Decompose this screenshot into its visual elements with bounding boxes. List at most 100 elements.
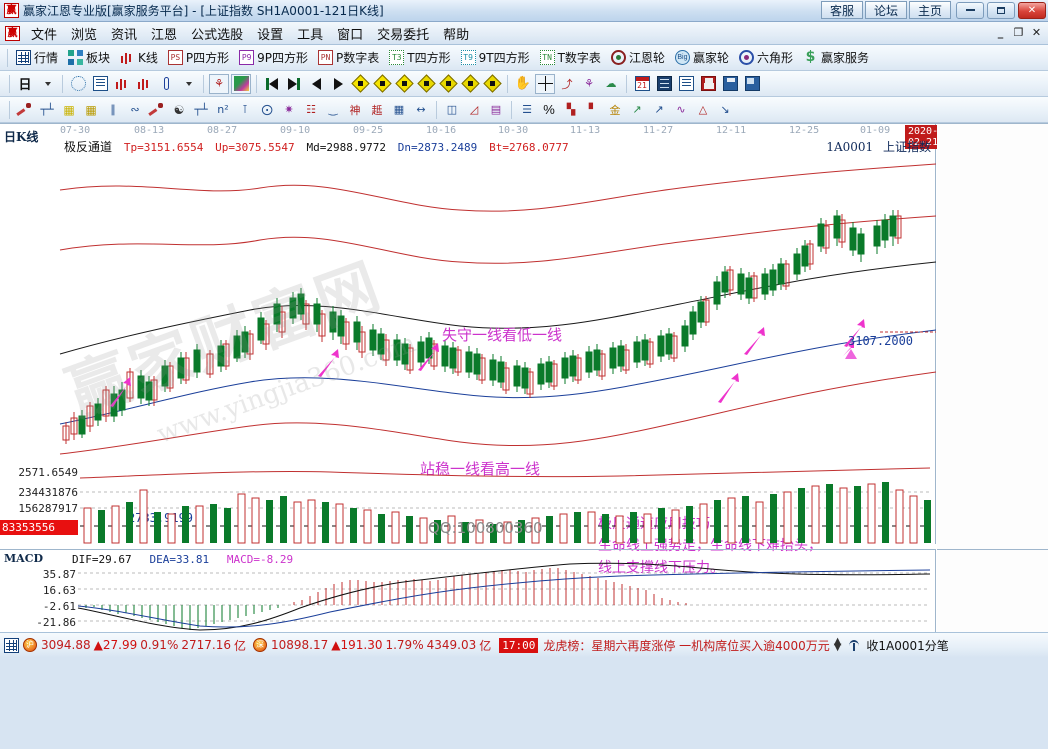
menu-item-gann[interactable]: 江恩 xyxy=(151,27,178,43)
thermometer-dropdown-button[interactable] xyxy=(178,74,198,94)
period-dropdown-button[interactable] xyxy=(37,74,57,94)
nav-item-p-square[interactable]: PS P四方形 xyxy=(163,49,234,66)
nav-item-p-number-table[interactable]: PN P数字表 xyxy=(313,49,384,66)
scroll-left-button[interactable] xyxy=(306,74,326,94)
nav-item-winner-service[interactable]: $ 赢家服务 xyxy=(798,49,874,66)
save-button[interactable] xyxy=(698,74,718,94)
trend-up2-button[interactable]: ↗ xyxy=(649,100,669,120)
quote-table-button[interactable] xyxy=(654,74,674,94)
scroll-right-button[interactable] xyxy=(328,74,348,94)
percent-grid-button[interactable]: ∥ xyxy=(103,100,123,120)
star-button[interactable]: ✷ xyxy=(279,100,299,120)
gann-box-yellow-button[interactable]: ▦ xyxy=(59,100,79,120)
gann-box-gold-button[interactable]: ▦ xyxy=(81,100,101,120)
nav-item-sectors[interactable]: 板块 xyxy=(63,49,115,66)
frame-button[interactable]: ◫ xyxy=(442,100,462,120)
square-n2-button[interactable]: n² xyxy=(213,100,233,120)
mdi-restore-button[interactable]: ❐ xyxy=(1013,26,1024,39)
mountain-button[interactable]: △ xyxy=(693,100,713,120)
last-page-button[interactable] xyxy=(284,74,304,94)
status-grid-icon[interactable] xyxy=(4,637,19,653)
wave-mark-button[interactable]: ‿ xyxy=(323,100,343,120)
chart-workspace[interactable]: 日K线 07-30 08-13 08-27 09-10 09-25 10-16 … xyxy=(0,123,1048,633)
maximize-button[interactable] xyxy=(987,1,1015,19)
copy-button[interactable] xyxy=(720,74,740,94)
macd-pane[interactable]: MACD DIF=29.67 DEA=33.81 MACD=-8.29 35.8… xyxy=(0,549,936,633)
mdi-minimize-button[interactable]: _ xyxy=(997,26,1004,39)
highlighter-button[interactable] xyxy=(147,100,167,120)
nav-item-t-square[interactable]: T3 T四方形 xyxy=(384,49,455,66)
zoom-reset-button[interactable] xyxy=(394,74,414,94)
nav-item-hexagon[interactable]: 六角形 xyxy=(734,49,798,66)
customer-service-button[interactable]: 客服 xyxy=(821,1,863,19)
formula-button[interactable]: ⚘ xyxy=(209,73,229,94)
measure-button[interactable]: ↔ xyxy=(411,100,431,120)
menu-item-file[interactable]: 文件 xyxy=(31,27,58,43)
keyboard-grid-button[interactable]: ▦ xyxy=(389,100,409,120)
overlay-button[interactable] xyxy=(68,74,88,94)
expand-h-button[interactable] xyxy=(416,74,436,94)
menu-item-help[interactable]: 帮助 xyxy=(443,27,470,43)
forum-button[interactable]: 论坛 xyxy=(865,1,907,19)
cycle-arc-button[interactable]: ∾ xyxy=(125,100,145,120)
indicator-3-button[interactable] xyxy=(112,74,132,94)
colorchart-button[interactable] xyxy=(231,73,251,94)
menu-item-browse[interactable]: 浏览 xyxy=(71,27,98,43)
bar-compare-button[interactable]: ☰ xyxy=(517,100,537,120)
menu-item-window[interactable]: 窗口 xyxy=(337,27,364,43)
close-button[interactable]: ✕ xyxy=(1018,1,1046,19)
mdi-close-button[interactable]: ✕ xyxy=(1031,26,1042,39)
menu-item-news[interactable]: 资讯 xyxy=(111,27,138,43)
target-button[interactable]: ⨀ xyxy=(257,100,277,120)
trend-up-button[interactable]: ↗ xyxy=(627,100,647,120)
nav-item-quotes[interactable]: 行情 xyxy=(11,49,63,66)
menu-item-formula-screen[interactable]: 公式选股 xyxy=(191,27,244,43)
gold-button[interactable]: 金 xyxy=(605,100,625,120)
nav-item-winner-wheel[interactable]: Big 赢家轮 xyxy=(670,49,734,66)
percent-sign-button[interactable]: % xyxy=(539,100,559,120)
bar-stack-button[interactable]: ▚ xyxy=(561,100,581,120)
zoom-out-button[interactable] xyxy=(350,74,370,94)
expand-v-button[interactable] xyxy=(438,74,458,94)
spiderweb-button[interactable]: ☷ xyxy=(301,100,321,120)
fit-button[interactable] xyxy=(460,74,480,94)
fib-grid-button[interactable]: ┬┴ xyxy=(191,100,211,120)
bar-table-button[interactable]: ▘ xyxy=(583,100,603,120)
god-line-button[interactable]: 神 xyxy=(345,100,365,120)
nav-item-9t-square[interactable]: T9 9T四方形 xyxy=(456,49,535,66)
draw-tool-button[interactable]: ⤴ xyxy=(557,74,577,94)
report-button[interactable] xyxy=(90,74,110,94)
thermometer-button[interactable] xyxy=(156,74,176,94)
nav-item-kline[interactable]: K线 xyxy=(115,49,163,66)
volume-pane[interactable]: 2571.6549 234431876 156287917 83353556 xyxy=(0,464,936,544)
nav-item-t-number-table[interactable]: TN T数字表 xyxy=(535,49,606,66)
minimize-button[interactable] xyxy=(956,1,984,19)
pencil-tool-button[interactable] xyxy=(15,100,35,120)
news-spinner-control[interactable]: ▲ ▼ xyxy=(833,636,842,653)
nav-item-gann-wheel[interactable]: 江恩轮 xyxy=(606,49,670,66)
price-chart-pane[interactable]: 07-30 08-13 08-27 09-10 09-25 10-16 10-3… xyxy=(0,124,942,576)
export-button[interactable] xyxy=(742,74,762,94)
first-page-button[interactable] xyxy=(262,74,282,94)
circle-grid-button[interactable]: ☯ xyxy=(169,100,189,120)
crosshair-tool-button[interactable] xyxy=(535,73,555,94)
news-button[interactable] xyxy=(676,74,696,94)
hand-tool-button[interactable]: ✋ xyxy=(513,74,533,94)
brain-tool-button[interactable]: ☁ xyxy=(601,74,621,94)
status-news-ticker[interactable]: 龙虎榜：星期六再度涨停 一机构席位买入逾4000万元 xyxy=(543,638,830,653)
zigzag-button[interactable]: ∿ xyxy=(671,100,691,120)
fit-all-button[interactable] xyxy=(482,74,502,94)
indicator-9-button[interactable] xyxy=(134,74,154,94)
zoom-in-button[interactable] xyxy=(372,74,392,94)
winner-line-button[interactable]: 趆 xyxy=(367,100,387,120)
menu-item-tools[interactable]: 工具 xyxy=(297,27,324,43)
fan-tool-button[interactable]: ⚘ xyxy=(579,74,599,94)
gann-grid-button[interactable]: ┬┴ xyxy=(37,100,57,120)
menu-item-settings[interactable]: 设置 xyxy=(257,27,284,43)
right-info-panel[interactable]: gann360 xyxy=(937,124,1048,633)
angle-lines-button[interactable]: ⊺ xyxy=(235,100,255,120)
period-calendar-button[interactable]: 日 xyxy=(15,74,35,94)
fan-red-button[interactable]: ◿ xyxy=(464,100,484,120)
calendar-button[interactable] xyxy=(632,74,652,94)
nav-item-9p-square[interactable]: P9 9P四方形 xyxy=(234,49,313,66)
